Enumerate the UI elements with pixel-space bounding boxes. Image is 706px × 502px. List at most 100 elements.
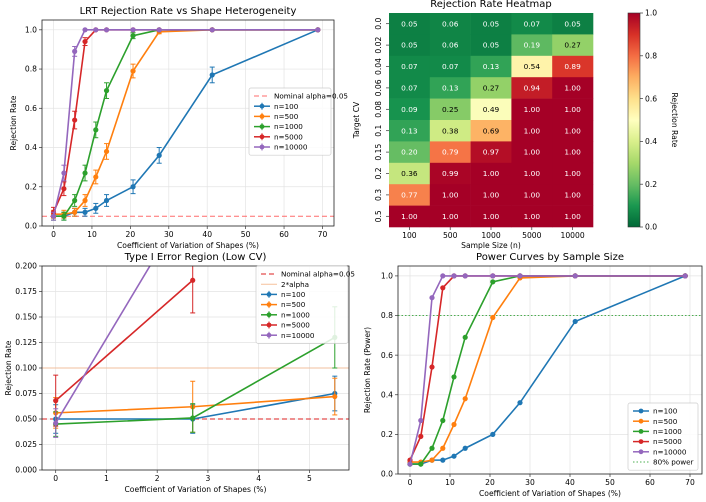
data-point: [103, 88, 110, 94]
series-line-n=500: [53, 29, 318, 216]
cell-value: 0.07: [401, 62, 418, 71]
colorbar-tick-label: 0.2: [645, 180, 657, 189]
data-point: [462, 445, 468, 451]
data-point: [429, 445, 435, 451]
heatmap-cell: [511, 98, 553, 121]
x-tick-label: 4: [256, 474, 261, 483]
data-point: [82, 38, 88, 45]
data-point: [418, 461, 424, 467]
y-tick-label: 0.175: [15, 287, 37, 296]
x-tick-label: 30: [164, 230, 174, 239]
y-tick-label: 0.025: [15, 440, 37, 449]
legend-marker: [266, 312, 272, 318]
data-point: [53, 420, 59, 426]
cell-value: 0.05: [483, 19, 500, 28]
colorbar-tick-label: 0.8: [645, 52, 657, 61]
legend-label: n=100: [281, 290, 306, 299]
cell-value: 1.00: [524, 126, 541, 135]
heatmap-cell: [552, 162, 594, 185]
series-line-n=100: [53, 29, 319, 217]
cell-value: 0.25: [442, 105, 459, 114]
legend-marker: [638, 439, 644, 444]
legend: Nominal alpha=0.052*alphan=100n=500n=100…: [255, 265, 355, 344]
data-point: [418, 417, 424, 424]
rejection-rate-chart: 0 10 20 30 40 50 60 70 0.0 0.2 0.4 0.6 0.8 1.0 LRT Rej…: [9, 6, 348, 250]
heatmap-cell: [511, 205, 553, 228]
heatmap-cell: [389, 141, 431, 164]
heatmap-cell: [470, 162, 512, 185]
x-tick-label: 70: [318, 230, 328, 239]
x-tick-label: 5: [307, 474, 312, 483]
x-tick-label: 0: [51, 230, 56, 239]
heatmap-cell: [552, 13, 594, 35]
data-point: [190, 277, 196, 283]
heatmap-cell: [470, 77, 512, 99]
cell-value: 1.00: [524, 212, 541, 221]
y-tick-label: 0.8: [381, 311, 393, 320]
y-tick-label: 0.050: [15, 415, 37, 424]
data-point: [93, 174, 99, 180]
cell-value: 0.36: [401, 169, 418, 178]
cell-value: 1.00: [483, 212, 500, 221]
x-tick-label: 60: [645, 478, 655, 487]
heatmap-cell: [389, 184, 431, 206]
x-axis-label: Sample Size (n): [461, 241, 521, 250]
legend-label: n=1000: [274, 122, 303, 131]
legend-marker: [266, 332, 272, 338]
cell-value: 1.00: [564, 148, 581, 157]
cell-value: 1.00: [442, 191, 459, 200]
cell-value: 0.27: [483, 84, 500, 93]
heatmap-cell: [470, 184, 512, 206]
y-tick-label: 0.200: [15, 262, 37, 271]
y-tick-label: 0.06: [374, 79, 383, 96]
x-tick-label: 10000: [561, 231, 585, 240]
heatmap-cell: [389, 13, 431, 35]
y-tick-label: 0.6: [25, 104, 37, 113]
heatmap-cell: [552, 34, 594, 57]
data-point: [440, 457, 446, 463]
cell-value: 1.00: [483, 191, 500, 200]
data-point: [156, 152, 162, 158]
cell-value: 0.38: [442, 126, 459, 135]
data-point: [50, 213, 57, 219]
plot-area: [398, 273, 702, 467]
data-point: [440, 285, 446, 291]
x-axis-label: Coefficient of Variation of Shapes (%): [117, 241, 259, 250]
cell-value: 0.79: [442, 148, 459, 157]
x-tick-label: 1: [104, 474, 109, 483]
heatmap-cell: [429, 34, 471, 57]
y-tick-label: 0.2: [374, 167, 383, 179]
data-point: [103, 148, 110, 155]
cell-value: 0.05: [401, 41, 418, 50]
plot-frame: [397, 265, 703, 475]
plot-area: [42, 27, 334, 221]
heatmap-cell: [511, 184, 553, 206]
heatmap-cell: [470, 120, 512, 142]
legend-label: n=100: [274, 102, 299, 111]
heatmap-cell: [470, 141, 512, 164]
x-tick-label: 3: [206, 474, 211, 483]
legend-box: [627, 402, 699, 471]
data-point: [61, 186, 67, 192]
x-axis-label: Coefficient of Variation of Shapes (%): [125, 485, 267, 494]
data-point: [190, 415, 196, 421]
heatmap-cell: [389, 98, 431, 121]
colorbar-tick-label: 0.6: [645, 94, 657, 103]
data-point: [490, 431, 496, 437]
cell-value: 1.00: [524, 191, 541, 200]
cell-value: 1.00: [564, 84, 581, 93]
y-axis-label: Rejection Rate: [4, 340, 13, 395]
y-tick-label: 0.000: [15, 466, 37, 475]
x-tick-label: 70: [685, 478, 695, 487]
x-tick-label: 10: [87, 230, 97, 239]
cell-value: 1.00: [564, 191, 581, 200]
data-point: [440, 417, 446, 424]
data-point: [130, 27, 136, 33]
cell-value: 0.20: [401, 148, 418, 157]
plot-area: [42, 266, 349, 438]
y-tick-label: 0.6: [381, 351, 393, 360]
legend-label: n=5000: [274, 132, 303, 141]
cell-value: 1.00: [564, 105, 581, 114]
x-tick-label: 500: [443, 231, 458, 240]
data-point: [61, 213, 67, 219]
